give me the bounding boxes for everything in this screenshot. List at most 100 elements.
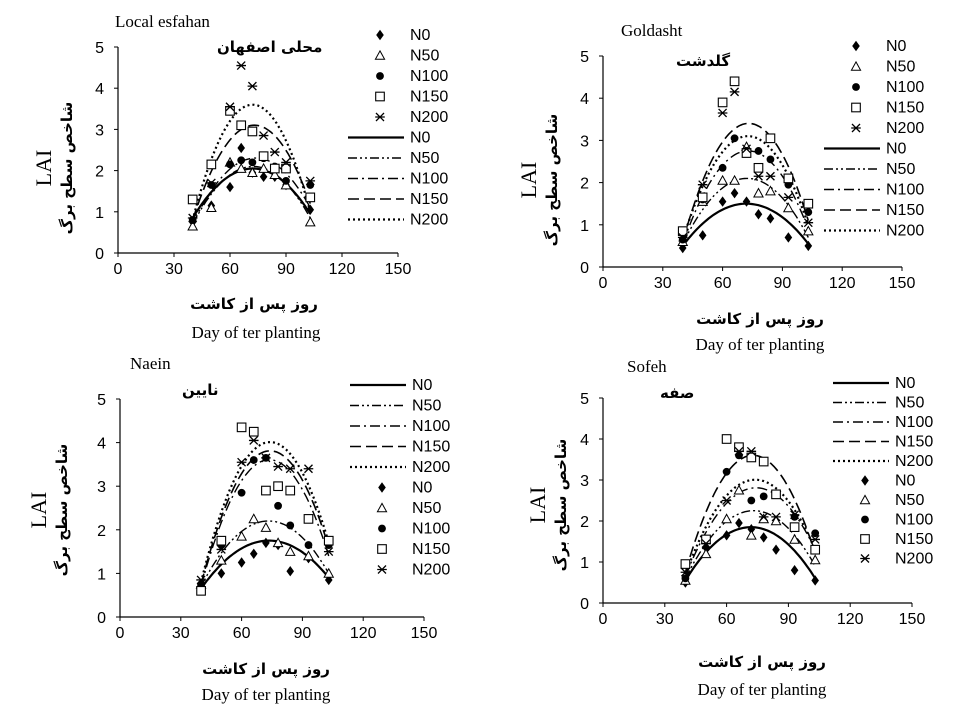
legend-label: N150	[886, 202, 924, 219]
point-n150	[680, 559, 691, 569]
point-n200	[789, 510, 800, 520]
point-n200	[803, 218, 814, 228]
point-n100	[274, 501, 282, 510]
point-n150	[187, 194, 198, 205]
point-n100	[304, 541, 313, 549]
legend-label: N50	[886, 161, 915, 178]
x-tick-label: 90	[277, 261, 295, 278]
point-n0	[766, 213, 775, 224]
point-n200	[187, 213, 198, 223]
point-n50	[187, 220, 199, 231]
y-tick-label: 2	[580, 176, 589, 193]
legend-marker-n50	[850, 60, 862, 71]
point-n150	[701, 534, 711, 545]
point-n100	[759, 492, 768, 501]
x-tick-label: 30	[656, 611, 674, 628]
point-n100	[282, 177, 290, 185]
point-n100	[226, 160, 234, 169]
y-axis-label: LAI	[26, 492, 51, 529]
x-tick-label: 0	[114, 261, 123, 278]
point-n50	[304, 216, 316, 227]
y-tick-label: 5	[95, 40, 104, 57]
y-tick-label: 1	[95, 205, 104, 222]
point-n50	[260, 521, 272, 532]
legend-label: N100	[412, 521, 450, 538]
point-n200	[771, 512, 781, 522]
point-n0	[226, 181, 234, 193]
point-n50	[717, 174, 729, 185]
y-tick-label: 0	[95, 246, 104, 263]
point-n200	[281, 157, 291, 167]
legend-marker-n150	[851, 102, 861, 113]
point-n50	[205, 202, 217, 212]
x-tick-label: 90	[294, 625, 312, 642]
point-n50	[721, 513, 733, 524]
point-n200	[717, 108, 728, 118]
legend-label: N200	[410, 212, 448, 229]
y-axis-label-persian: شاخص سطح برگ	[543, 114, 561, 247]
y-tick-label: 0	[97, 610, 106, 627]
point-n200	[810, 534, 820, 544]
legend-label: N100	[410, 171, 448, 188]
point-n100	[286, 521, 295, 530]
point-n0	[698, 230, 707, 241]
legend-label: N150	[895, 531, 933, 548]
point-n200	[248, 435, 259, 445]
y-tick-label: 2	[580, 514, 589, 531]
point-n150	[729, 76, 740, 87]
legend-marker-n0	[378, 482, 386, 493]
point-n200	[236, 61, 246, 70]
x-tick-label: 60	[718, 611, 736, 628]
point-n150	[771, 489, 781, 500]
legend-marker-n150	[375, 91, 385, 102]
point-n0	[286, 566, 295, 577]
point-n150	[734, 442, 744, 453]
point-n150	[285, 485, 296, 496]
legend-label: N50	[886, 59, 915, 76]
chart-panel-2: 0 30 60 90 120 150 0 1 2 3 4 5 Goldasht گلدشت LAI شاخص …	[516, 21, 924, 354]
point-n200	[196, 575, 206, 585]
point-n50	[789, 533, 801, 544]
legend-label: N0	[886, 38, 907, 55]
point-n100	[237, 488, 246, 497]
point-n150	[717, 97, 728, 108]
y-tick-label: 1	[580, 218, 589, 235]
y-tick-label: 3	[97, 479, 106, 496]
x-tick-label: 60	[714, 275, 732, 292]
y-tick-label: 4	[97, 436, 106, 453]
point-n150	[236, 422, 247, 433]
legend-marker-n100	[852, 83, 860, 91]
panel-title: Sofeh	[627, 357, 667, 376]
y-tick-label: 4	[580, 432, 589, 449]
x-axis-label: Day of ter planting	[192, 323, 321, 342]
legend-label: N0	[886, 141, 907, 158]
point-n100	[754, 147, 763, 155]
trend-line-n150	[681, 122, 810, 242]
x-axis-label: Day of ter planting	[696, 335, 825, 354]
chart-panel-3: 0 30 60 90 120 150 0 1 2 3 4 5 Naein نایین LAI شاخص سطح…	[26, 354, 450, 704]
point-n200	[323, 547, 334, 557]
x-tick-label: 30	[172, 625, 190, 642]
point-n50	[729, 174, 741, 185]
point-n0	[237, 557, 246, 568]
legend-label: N50	[895, 395, 924, 412]
y-tick-label: 4	[95, 81, 104, 98]
point-n100	[718, 163, 727, 172]
point-n150	[741, 148, 752, 158]
y-axis-label-persian: شاخص سطح برگ	[552, 439, 570, 572]
x-tick-label: 120	[329, 261, 356, 278]
y-tick-label: 5	[97, 392, 106, 409]
legend-label: N200	[895, 453, 933, 470]
legend-label: N150	[886, 100, 924, 117]
point-n100	[766, 155, 775, 164]
point-n150	[697, 192, 708, 203]
point-n0	[735, 517, 743, 529]
point-n200	[258, 131, 269, 141]
point-n50	[323, 567, 335, 578]
point-n200	[216, 544, 227, 554]
y-tick-label: 3	[580, 473, 589, 490]
legend-label: N50	[412, 500, 441, 517]
legend-label: N0	[895, 375, 916, 392]
point-n150	[273, 481, 283, 492]
trend-line-n150	[200, 449, 330, 585]
